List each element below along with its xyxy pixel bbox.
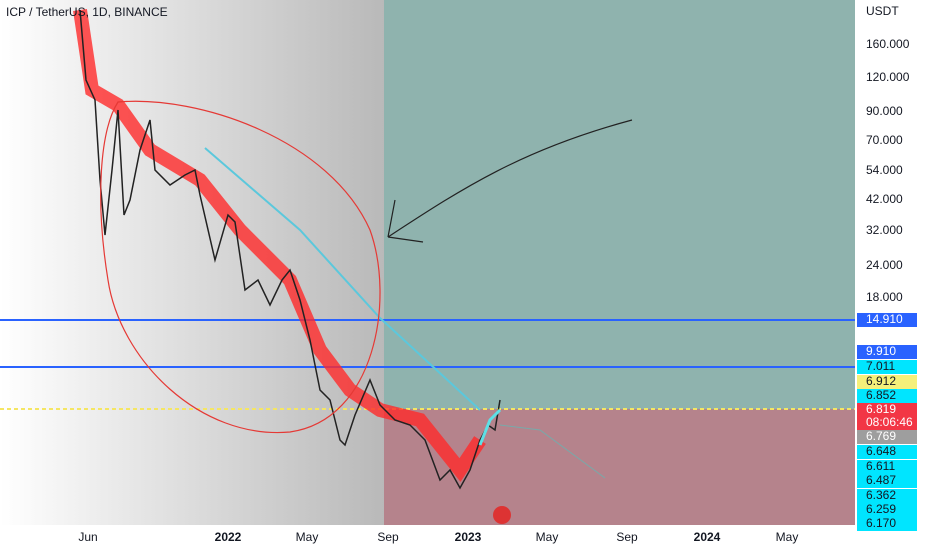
time-label: 2024 bbox=[694, 530, 721, 544]
price-label: 32.000 bbox=[866, 223, 903, 237]
trend-line bbox=[204, 147, 481, 411]
price-tag-label: 6.487 bbox=[866, 473, 896, 487]
price-tag-label: 6.259 bbox=[866, 502, 896, 516]
time-label: 2023 bbox=[455, 530, 482, 544]
time-label: 2022 bbox=[215, 530, 242, 544]
price-tag bbox=[857, 503, 917, 517]
price-label: 18.000 bbox=[866, 290, 903, 304]
price-tag bbox=[857, 474, 917, 488]
drawn-arrow bbox=[387, 119, 633, 243]
price-tag bbox=[857, 489, 917, 503]
price-tag bbox=[857, 313, 917, 327]
price-tag bbox=[857, 517, 917, 531]
price-label: 90.000 bbox=[866, 104, 903, 118]
time-label: Jun bbox=[78, 530, 97, 544]
symbol-title: ICP / TetherUS, 1D, BINANCE bbox=[6, 5, 168, 19]
projection bbox=[499, 424, 606, 479]
target-zone bbox=[384, 0, 855, 409]
price-tag-label: 14.910 bbox=[866, 312, 903, 326]
price-tag-label: 6.912 bbox=[866, 374, 896, 388]
history-area bbox=[0, 0, 384, 525]
price-tag bbox=[857, 375, 917, 389]
event-icon[interactable] bbox=[493, 506, 511, 524]
time-label: Sep bbox=[616, 530, 638, 544]
time-label: Sep bbox=[377, 530, 399, 544]
price-tag-label: 6.170 bbox=[866, 516, 896, 530]
price-tag-label: 7.011 bbox=[866, 359, 895, 373]
price-label: 70.000 bbox=[866, 133, 903, 147]
price-tag-label: 6.769 bbox=[866, 429, 896, 443]
price-tag-label: 6.852 bbox=[866, 388, 896, 402]
time-label: May bbox=[536, 530, 559, 544]
price-path bbox=[79, 9, 501, 490]
axis-unit: USDT bbox=[866, 4, 899, 18]
price-tag-label: 6.362 bbox=[866, 488, 896, 502]
ribbon bbox=[73, 8, 486, 482]
time-label: May bbox=[776, 530, 799, 544]
price-tag-label: 6.819 bbox=[866, 402, 896, 416]
price-label: 54.000 bbox=[866, 163, 903, 177]
price-tag bbox=[857, 445, 917, 459]
price-label: 120.000 bbox=[866, 70, 910, 84]
price-tag bbox=[857, 460, 917, 474]
price-tag bbox=[857, 430, 917, 444]
drawn-circle bbox=[100, 100, 381, 434]
price-label: 24.000 bbox=[866, 258, 903, 272]
countdown: 08:06:46 bbox=[866, 415, 913, 429]
price-label: 160.000 bbox=[866, 37, 910, 51]
price-tag bbox=[857, 403, 917, 430]
price-label: 42.000 bbox=[866, 192, 903, 206]
price-tag-label: 9.910 bbox=[866, 344, 896, 358]
time-label: May bbox=[296, 530, 319, 544]
price-tag-label: 6.611 bbox=[866, 459, 895, 473]
price-tag bbox=[857, 360, 917, 374]
price-tag bbox=[857, 389, 917, 403]
recent-candles bbox=[478, 408, 502, 446]
price-tag bbox=[857, 345, 917, 359]
price-tag-label: 6.648 bbox=[866, 444, 896, 458]
